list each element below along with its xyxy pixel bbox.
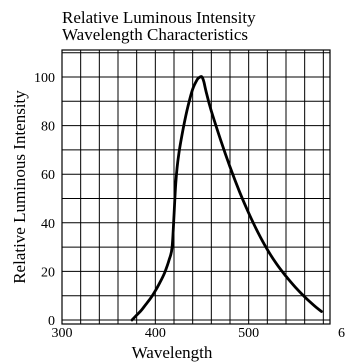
y-tick-label: 80: [41, 120, 55, 135]
chart-title-line-2: Wavelength Characteristics: [62, 25, 248, 44]
chart-title: Relative Luminous Intensity Wavelength C…: [62, 8, 256, 44]
y-axis-label: Relative Luminous Intensity: [10, 90, 29, 284]
x-tick-label: 400: [145, 326, 166, 341]
y-tick-label: 0: [48, 314, 55, 329]
y-tick-label: 40: [41, 217, 55, 232]
plot-frame: [61, 49, 331, 325]
intensity-curve: [130, 75, 323, 322]
x-axis-ticks: 300 400 500 6: [52, 326, 345, 341]
y-tick-label: 60: [41, 168, 55, 183]
x-tick-label: 500: [238, 326, 259, 341]
x-axis-label: Wavelength: [132, 343, 213, 362]
x-tick-label: 6: [338, 326, 345, 341]
y-tick-label: 100: [34, 71, 55, 86]
y-tick-label: 20: [41, 265, 55, 280]
x-tick-label: 300: [52, 326, 73, 341]
chart-title-line-1: Relative Luminous Intensity: [62, 8, 256, 27]
y-axis-ticks: 0 20 40 60 80 100: [34, 71, 55, 329]
